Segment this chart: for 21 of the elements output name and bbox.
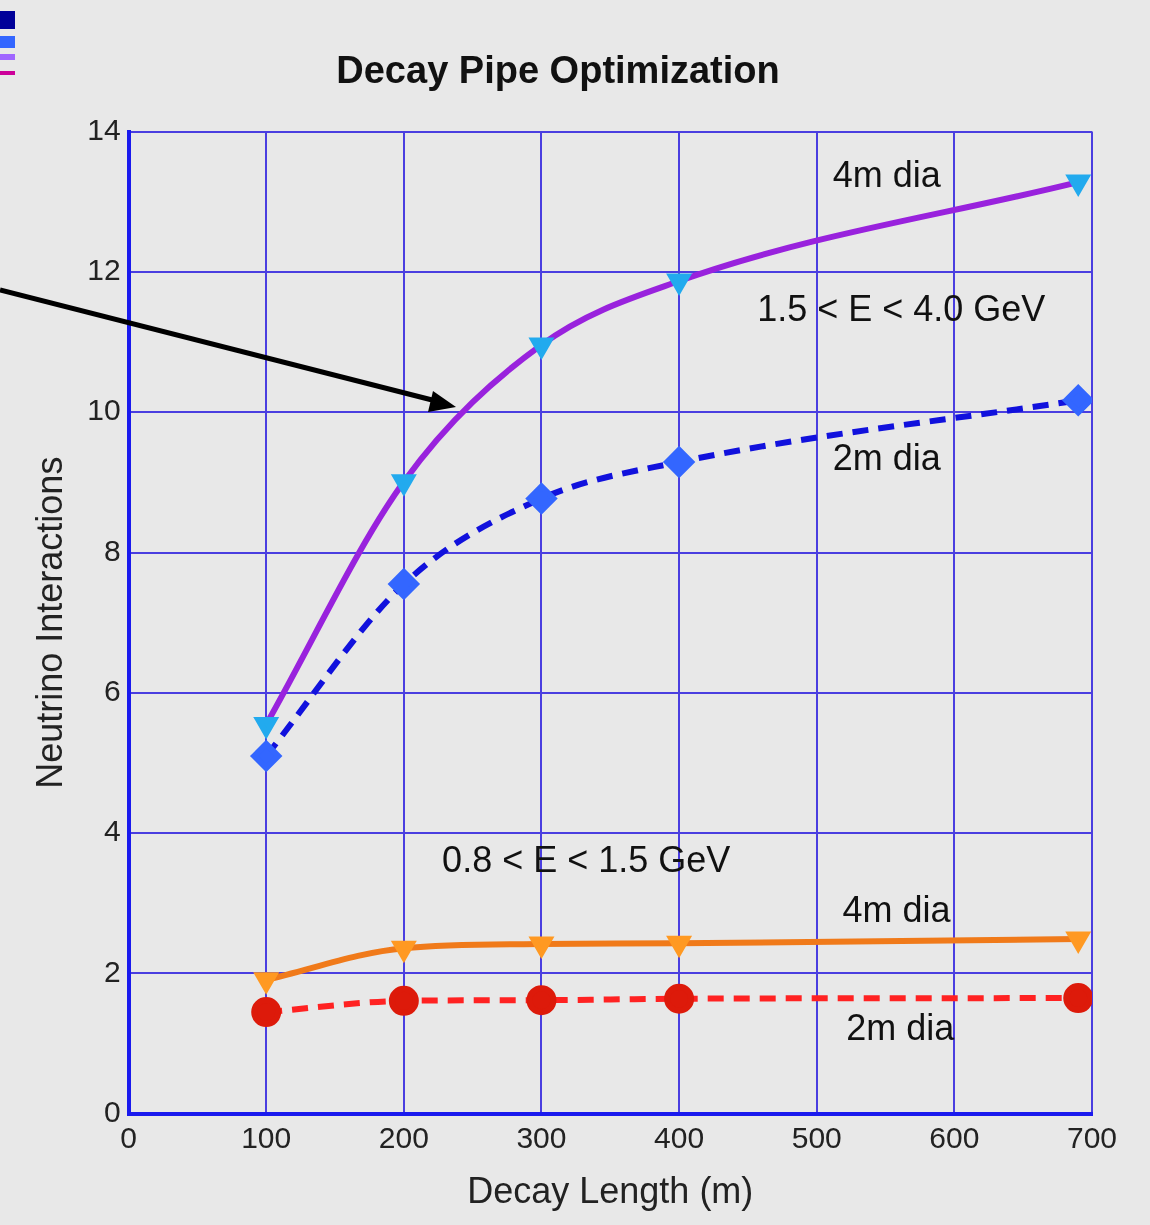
x-tick-label: 600 [929,1121,980,1155]
x-axis-title: Decay Length (m) [467,1170,754,1212]
x-tick-label: 500 [791,1121,842,1155]
y-tick-label: 12 [87,253,121,287]
y-tick-label: 0 [103,1095,121,1129]
annotation: 4m dia [842,889,952,931]
y-tick-label: 10 [87,393,121,427]
y-tick-label: 4 [103,814,121,848]
x-tick-label: 200 [378,1121,429,1155]
x-tick-label: 700 [1066,1121,1118,1155]
y-axis-title: Neutrino Interactions [28,456,70,789]
y-tick-label: 6 [103,674,121,708]
chart-title: Decay Pipe Optimization [336,49,780,92]
y-tick-label: 2 [103,954,121,988]
x-tick-label: 400 [654,1121,705,1155]
x-tick-label: 100 [241,1121,292,1155]
y-tick-label: 8 [103,533,121,567]
y-tick-label: 14 [87,112,121,146]
annotation: 2m dia [832,436,942,478]
x-tick-label: 300 [516,1121,567,1155]
annotation: 4m dia [832,153,942,195]
